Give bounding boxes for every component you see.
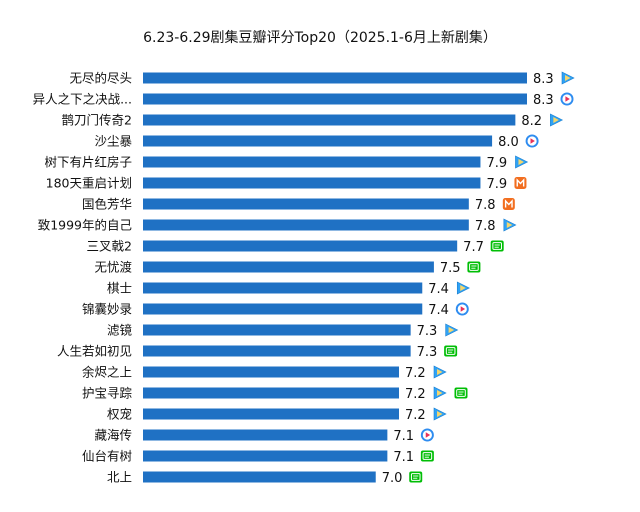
tencent-video-icon [433,386,447,400]
value-label: 7.2 [405,408,426,423]
bar [143,240,458,252]
bar [143,177,481,189]
youku-icon [525,134,539,148]
bar [143,93,527,105]
bar [143,429,388,441]
tencent-video-icon [515,155,529,169]
tencent-video-icon [561,71,575,85]
tencent-video-icon [433,365,447,379]
category-label: 鹊刀门传奇2 [62,113,132,128]
value-label: 7.1 [393,429,414,444]
chart-title: 6.23-6.29剧集豆瓣评分Top20（2025.1-6月上新剧集） [143,30,497,46]
bar [143,324,411,336]
category-label: 仙台有树 [82,449,132,464]
value-label: 7.7 [463,240,484,255]
bar [143,114,516,126]
bar [143,135,493,147]
bar [143,345,411,357]
value-label: 7.9 [486,156,507,171]
iqiyi-icon [409,471,423,483]
category-label: 异人之下之决战... [33,92,132,107]
category-label: 树下有片红房子 [44,155,132,170]
bar [143,219,469,231]
iqiyi-icon [454,387,468,399]
bar [143,408,399,420]
youku-icon [420,428,434,442]
value-label: 7.8 [475,198,496,213]
category-label: 无忧渡 [94,260,132,275]
bar [143,471,376,483]
youku-icon [560,92,574,106]
category-label: 国色芳华 [82,197,132,212]
iqiyi-icon [467,261,481,273]
bar [143,282,423,294]
value-label: 7.1 [393,450,414,465]
bar [143,156,481,168]
value-label: 7.4 [428,303,449,318]
value-label: 7.2 [405,387,426,402]
category-label: 沙尘暴 [94,134,132,149]
value-label: 8.3 [533,93,554,108]
youku-icon [455,302,469,316]
value-label: 7.3 [417,324,438,339]
tencent-video-icon [433,407,447,421]
category-label: 180天重启计划 [46,176,132,191]
category-label: 锦囊妙录 [82,302,132,317]
category-label: 护宝寻踪 [82,386,133,401]
tencent-video-icon [456,281,470,295]
category-label: 人生若如初见 [57,344,132,359]
bar [143,198,469,210]
tencent-video-icon [445,323,459,337]
category-label: 余烬之上 [82,365,132,380]
category-label: 北上 [107,470,132,485]
bar [143,303,423,315]
iqiyi-icon [490,240,504,252]
value-label: 7.3 [417,345,438,360]
category-label: 滤镜 [107,323,133,338]
value-label: 7.5 [440,261,461,276]
value-label: 8.0 [498,135,519,150]
bar [143,72,527,84]
value-label: 7.0 [382,471,403,486]
value-label: 7.2 [405,366,426,381]
category-label: 藏海传 [94,428,132,443]
iqiyi-icon [420,450,434,462]
bar [143,366,399,378]
category-label: 棋士 [107,281,132,296]
value-label: 7.4 [428,282,449,297]
value-label: 8.2 [521,114,542,129]
mango-tv-icon [502,198,515,210]
bar [143,261,434,273]
bar [143,450,388,462]
mango-tv-icon [514,177,527,189]
value-label: 7.9 [486,177,507,192]
iqiyi-icon [444,345,458,357]
category-label: 致1999年的自己 [38,218,132,233]
category-label: 三叉戟2 [87,239,132,254]
tencent-video-icon [503,218,517,232]
bar [143,387,399,399]
tencent-video-icon [550,113,564,127]
category-label: 无尽的尽头 [69,71,132,86]
value-label: 7.8 [475,219,496,234]
value-label: 8.3 [533,72,554,87]
category-label: 权宠 [107,407,132,422]
